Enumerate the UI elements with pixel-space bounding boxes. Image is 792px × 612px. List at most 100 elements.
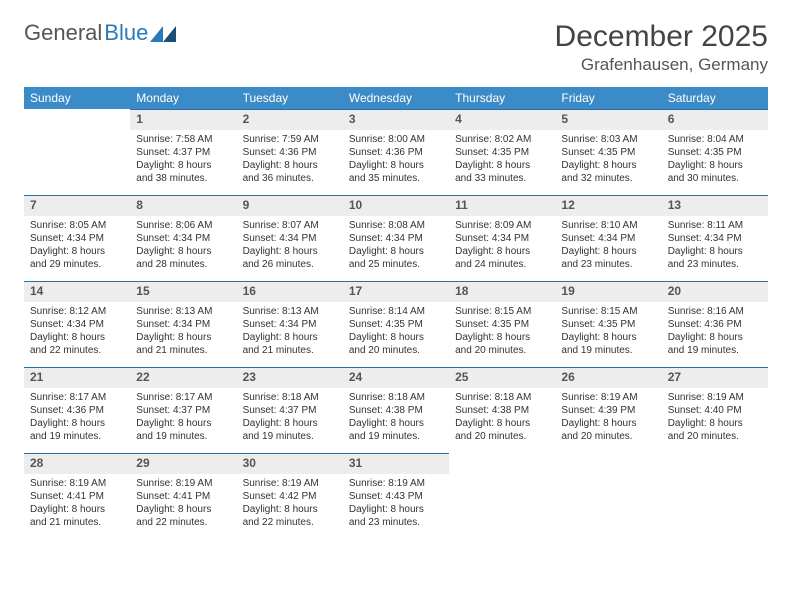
- sunset-text: Sunset: 4:36 PM: [668, 318, 762, 331]
- location-label: Grafenhausen, Germany: [555, 55, 768, 75]
- daylight-text: and 23 minutes.: [349, 516, 443, 529]
- calendar-cell: 18Sunrise: 8:15 AMSunset: 4:35 PMDayligh…: [449, 281, 555, 367]
- sunrise-text: Sunrise: 8:11 AM: [668, 219, 762, 232]
- day-body: Sunrise: 8:06 AMSunset: 4:34 PMDaylight:…: [130, 216, 236, 275]
- daylight-text: and 19 minutes.: [136, 430, 230, 443]
- sunset-text: Sunset: 4:36 PM: [349, 146, 443, 159]
- daylight-text: Daylight: 8 hours: [455, 417, 549, 430]
- sunset-text: Sunset: 4:41 PM: [30, 490, 124, 503]
- daylight-text: Daylight: 8 hours: [349, 331, 443, 344]
- daylight-text: and 19 minutes.: [561, 344, 655, 357]
- daylight-text: Daylight: 8 hours: [30, 503, 124, 516]
- day-number: 24: [343, 367, 449, 388]
- daylight-text: Daylight: 8 hours: [561, 245, 655, 258]
- day-body: Sunrise: 8:16 AMSunset: 4:36 PMDaylight:…: [662, 302, 768, 361]
- sunset-text: Sunset: 4:34 PM: [243, 232, 337, 245]
- daylight-text: Daylight: 8 hours: [243, 159, 337, 172]
- daylight-text: Daylight: 8 hours: [561, 331, 655, 344]
- day-number: 19: [555, 281, 661, 302]
- column-header: Thursday: [449, 87, 555, 109]
- daylight-text: and 19 minutes.: [243, 430, 337, 443]
- day-body: Sunrise: 8:03 AMSunset: 4:35 PMDaylight:…: [555, 130, 661, 189]
- calendar-cell: [662, 453, 768, 539]
- day-body: Sunrise: 8:19 AMSunset: 4:40 PMDaylight:…: [662, 388, 768, 447]
- day-number: 8: [130, 195, 236, 216]
- daylight-text: and 36 minutes.: [243, 172, 337, 185]
- calendar-cell: 14Sunrise: 8:12 AMSunset: 4:34 PMDayligh…: [24, 281, 130, 367]
- daylight-text: Daylight: 8 hours: [455, 331, 549, 344]
- title-block: December 2025 Grafenhausen, Germany: [555, 20, 768, 75]
- header: GeneralBlue December 2025 Grafenhausen, …: [24, 20, 768, 75]
- daylight-text: and 23 minutes.: [668, 258, 762, 271]
- daylight-text: Daylight: 8 hours: [668, 245, 762, 258]
- daylight-text: Daylight: 8 hours: [136, 245, 230, 258]
- sunset-text: Sunset: 4:39 PM: [561, 404, 655, 417]
- calendar-cell: 9Sunrise: 8:07 AMSunset: 4:34 PMDaylight…: [237, 195, 343, 281]
- sunrise-text: Sunrise: 8:13 AM: [243, 305, 337, 318]
- day-body: Sunrise: 8:19 AMSunset: 4:42 PMDaylight:…: [237, 474, 343, 533]
- calendar-cell: 6Sunrise: 8:04 AMSunset: 4:35 PMDaylight…: [662, 109, 768, 195]
- daylight-text: and 21 minutes.: [243, 344, 337, 357]
- daylight-text: Daylight: 8 hours: [136, 417, 230, 430]
- day-body: Sunrise: 8:08 AMSunset: 4:34 PMDaylight:…: [343, 216, 449, 275]
- daylight-text: and 20 minutes.: [455, 344, 549, 357]
- sunrise-text: Sunrise: 8:03 AM: [561, 133, 655, 146]
- day-body: Sunrise: 8:15 AMSunset: 4:35 PMDaylight:…: [449, 302, 555, 361]
- calendar-cell: 10Sunrise: 8:08 AMSunset: 4:34 PMDayligh…: [343, 195, 449, 281]
- sunrise-text: Sunrise: 8:19 AM: [561, 391, 655, 404]
- sunrise-text: Sunrise: 8:06 AM: [136, 219, 230, 232]
- day-number: 28: [24, 453, 130, 474]
- brand-mark-icon: [150, 24, 176, 42]
- calendar-cell: 17Sunrise: 8:14 AMSunset: 4:35 PMDayligh…: [343, 281, 449, 367]
- sunrise-text: Sunrise: 8:18 AM: [455, 391, 549, 404]
- column-header: Wednesday: [343, 87, 449, 109]
- sunset-text: Sunset: 4:35 PM: [561, 318, 655, 331]
- day-number: 4: [449, 109, 555, 130]
- day-number: 14: [24, 281, 130, 302]
- sunrise-text: Sunrise: 8:19 AM: [30, 477, 124, 490]
- calendar-week-row: 21Sunrise: 8:17 AMSunset: 4:36 PMDayligh…: [24, 367, 768, 453]
- day-number: 9: [237, 195, 343, 216]
- daylight-text: Daylight: 8 hours: [243, 417, 337, 430]
- day-number: 16: [237, 281, 343, 302]
- sunset-text: Sunset: 4:43 PM: [349, 490, 443, 503]
- calendar-cell: 15Sunrise: 8:13 AMSunset: 4:34 PMDayligh…: [130, 281, 236, 367]
- sunset-text: Sunset: 4:35 PM: [455, 146, 549, 159]
- sunset-text: Sunset: 4:37 PM: [136, 404, 230, 417]
- daylight-text: Daylight: 8 hours: [136, 503, 230, 516]
- day-number: 29: [130, 453, 236, 474]
- day-number: 22: [130, 367, 236, 388]
- day-number: 21: [24, 367, 130, 388]
- day-body: Sunrise: 8:13 AMSunset: 4:34 PMDaylight:…: [130, 302, 236, 361]
- sunset-text: Sunset: 4:34 PM: [30, 232, 124, 245]
- sunrise-text: Sunrise: 7:58 AM: [136, 133, 230, 146]
- page-title: December 2025: [555, 20, 768, 53]
- day-body: Sunrise: 8:19 AMSunset: 4:41 PMDaylight:…: [24, 474, 130, 533]
- day-body: Sunrise: 8:13 AMSunset: 4:34 PMDaylight:…: [237, 302, 343, 361]
- daylight-text: and 25 minutes.: [349, 258, 443, 271]
- daylight-text: Daylight: 8 hours: [349, 417, 443, 430]
- sunrise-text: Sunrise: 8:18 AM: [349, 391, 443, 404]
- sunrise-text: Sunrise: 8:18 AM: [243, 391, 337, 404]
- day-number: 10: [343, 195, 449, 216]
- daylight-text: and 22 minutes.: [136, 516, 230, 529]
- daylight-text: and 30 minutes.: [668, 172, 762, 185]
- day-body: Sunrise: 8:02 AMSunset: 4:35 PMDaylight:…: [449, 130, 555, 189]
- sunset-text: Sunset: 4:36 PM: [243, 146, 337, 159]
- calendar-cell: 12Sunrise: 8:10 AMSunset: 4:34 PMDayligh…: [555, 195, 661, 281]
- day-number: 11: [449, 195, 555, 216]
- day-number: 20: [662, 281, 768, 302]
- calendar-week-row: 14Sunrise: 8:12 AMSunset: 4:34 PMDayligh…: [24, 281, 768, 367]
- day-number: 3: [343, 109, 449, 130]
- sunset-text: Sunset: 4:36 PM: [30, 404, 124, 417]
- day-number: 2: [237, 109, 343, 130]
- sunset-text: Sunset: 4:41 PM: [136, 490, 230, 503]
- sunset-text: Sunset: 4:37 PM: [243, 404, 337, 417]
- day-body: Sunrise: 8:11 AMSunset: 4:34 PMDaylight:…: [662, 216, 768, 275]
- daylight-text: and 20 minutes.: [561, 430, 655, 443]
- day-body: Sunrise: 8:19 AMSunset: 4:39 PMDaylight:…: [555, 388, 661, 447]
- day-number: 27: [662, 367, 768, 388]
- day-body: Sunrise: 8:15 AMSunset: 4:35 PMDaylight:…: [555, 302, 661, 361]
- day-body: Sunrise: 8:19 AMSunset: 4:43 PMDaylight:…: [343, 474, 449, 533]
- day-body: Sunrise: 8:18 AMSunset: 4:38 PMDaylight:…: [449, 388, 555, 447]
